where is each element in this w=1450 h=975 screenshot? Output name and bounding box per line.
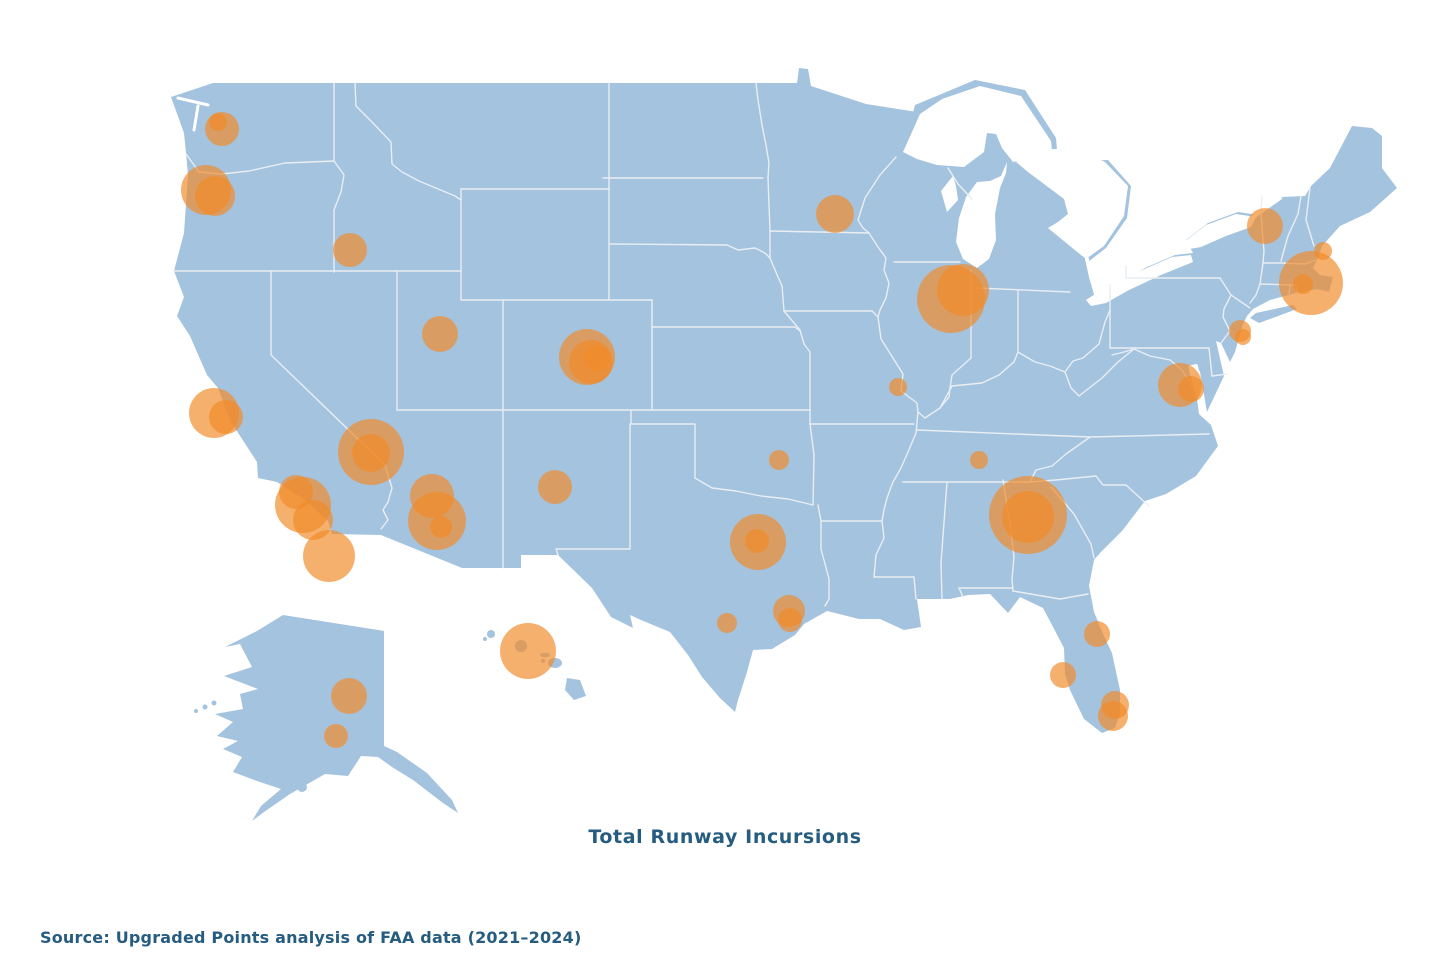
incursion-bubble-las-vegas-area[interactable] [352, 434, 390, 472]
lake-huron [1016, 148, 1128, 259]
alaska-shape [215, 615, 458, 821]
alaska-inset [194, 615, 458, 821]
incursion-bubble-san-diego-area[interactable] [303, 530, 355, 582]
aleutian-island [202, 704, 208, 710]
incursion-bubble-atlanta-area[interactable] [1002, 491, 1054, 543]
incursion-bubble-portland-area[interactable] [195, 176, 235, 216]
incursion-bubble-washington-dc-area[interactable] [1178, 376, 1204, 402]
incursion-bubble-orlando-area[interactable] [1084, 621, 1110, 647]
big-island [565, 678, 586, 700]
incursion-bubble-boston-area[interactable] [1293, 274, 1313, 294]
aleutian-island [194, 709, 198, 713]
incursion-bubble-salt-lake-city-area[interactable] [422, 316, 458, 352]
incursion-bubble-san-francisco-bay-area[interactable] [209, 400, 243, 434]
detroit-river [1085, 257, 1098, 296]
chart-title: Total Runway Incursions [588, 826, 862, 848]
puget-sound [176, 96, 210, 132]
incursion-bubble-boise-area[interactable] [333, 233, 367, 267]
incursion-bubble-tampa-area[interactable] [1050, 662, 1076, 688]
kodiak-island [297, 782, 307, 792]
lake-ontario [1184, 214, 1256, 249]
incursion-bubble-phoenix-area[interactable] [430, 516, 452, 538]
incursion-bubble-miami-fort-lauderdale-area[interactable] [1098, 701, 1128, 731]
incursion-bubble-seattle-area[interactable] [209, 113, 227, 131]
incursion-bubble-dallas-area[interactable] [745, 529, 769, 553]
incursion-bubble-st-louis-area[interactable] [889, 378, 907, 396]
lake-erie [1086, 255, 1193, 306]
incursion-bubble-los-angeles-area[interactable] [279, 475, 313, 509]
niihau-island [483, 637, 487, 641]
incursion-bubble-anchorage-area[interactable] [324, 724, 348, 748]
source-attribution: Source: Upgraded Points analysis of FAA … [40, 928, 582, 947]
incursion-bubble-nashville-area[interactable] [970, 451, 988, 469]
incursion-bubble-minneapolis-area[interactable] [816, 195, 854, 233]
incursion-bubble-fairbanks-area[interactable] [331, 678, 367, 714]
incursion-bubble-san-antonio-area[interactable] [717, 613, 737, 633]
incursion-bubble-oklahoma-city-area[interactable] [769, 450, 789, 470]
kauai-island [487, 630, 495, 638]
incursion-bubble-albuquerque-area[interactable] [538, 470, 572, 504]
incursion-bubble-houston-area[interactable] [778, 608, 802, 632]
incursion-bubble-los-angeles-area[interactable] [293, 500, 333, 540]
aleutian-island [211, 700, 217, 706]
incursion-bubble-honolulu-area[interactable] [500, 623, 556, 679]
incursion-bubble-vermont-area[interactable] [1247, 208, 1283, 244]
incursion-bubble-chicago-area[interactable] [937, 264, 989, 316]
long-island-shape [1250, 305, 1297, 323]
incursion-bubble-denver-area[interactable] [584, 345, 610, 371]
green-bay [941, 176, 958, 212]
lake-superior [903, 86, 1053, 167]
incursion-bubble-new-york-area[interactable] [1235, 329, 1251, 345]
incursion-bubbles [181, 112, 1343, 748]
lake-michigan [956, 162, 1007, 268]
